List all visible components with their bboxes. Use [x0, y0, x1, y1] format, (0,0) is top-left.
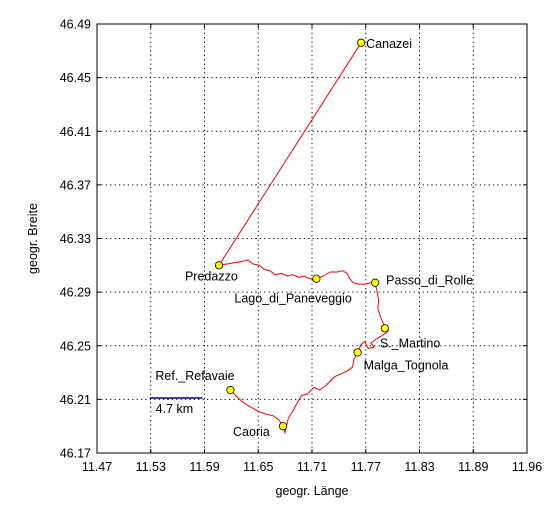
waypoint-label-canazei: Canazei: [366, 37, 412, 51]
waypoint-label-ref-refavaie: Ref._Refavaie: [155, 369, 234, 383]
y-axis-label: geogr. Breite: [26, 203, 40, 274]
waypoint-marker-lago-di-paneveggio: [312, 274, 321, 283]
waypoint-marker-caoria: [278, 422, 288, 431]
waypoint-label-passo-di-rolle: Passo_di_Rolle: [386, 274, 473, 288]
waypoint-marker-canazei: [357, 38, 366, 47]
y-tick-label: 46.25: [60, 339, 91, 353]
track: [218, 42, 389, 434]
y-tick-label: 46.41: [60, 125, 91, 139]
x-tick-label: 11.47: [82, 460, 112, 474]
x-tick-label: 11.77: [351, 460, 381, 474]
x-axis-label: geogr. Länge: [276, 484, 349, 498]
x-tick-label: 11.71: [297, 460, 327, 474]
x-tick-label: 11.59: [189, 460, 219, 474]
waypoint-marker-ref-refavaie: [226, 385, 235, 395]
waypoint-label-predazzo: Predazzo: [185, 269, 238, 283]
x-tick-label: 11.65: [243, 460, 273, 474]
y-tick-label: 46.49: [60, 18, 91, 32]
waypoint-marker-predazzo: [214, 261, 224, 270]
x-tick-label: 11.53: [136, 460, 166, 474]
x-tick-label: 11.89: [458, 460, 488, 474]
y-tick-label: 46.37: [60, 178, 91, 192]
y-tick-label: 46.29: [60, 286, 91, 300]
y-tick-label: 46.17: [60, 447, 91, 461]
waypoint-marker-s-martino: [380, 324, 389, 333]
x-tick-label: 11.83: [404, 460, 434, 474]
y-tick-label: 46.45: [60, 71, 91, 85]
waypoint-marker-passo-di-rolle: [371, 278, 380, 287]
waypoint-label-s-martino: S._Martino: [380, 336, 440, 350]
axis-ticks: 11.47 11.53 11.59 11.65 11.71 11.77 11.83 11.89…: [60, 18, 543, 475]
grid: [97, 24, 527, 453]
waypoint-label-caoria: Caoria: [233, 425, 270, 439]
waypoints: Canazei Predazzo Lago_di_Paneveggio Passo_d…: [155, 37, 473, 439]
waypoint-label-malga-tognola: Malga_Tognola: [364, 358, 449, 372]
waypoint-label-lago-di-paneveggio: Lago_di_Paneveggio: [234, 292, 352, 306]
waypoint-marker-malga-tognola: [353, 348, 362, 357]
scale-bar: 4.7 km: [149, 397, 203, 416]
track-line: [218, 42, 389, 434]
y-tick-label: 46.33: [60, 232, 91, 246]
y-tick-label: 46.21: [60, 393, 91, 407]
scale-bar-label: 4.7 km: [156, 402, 194, 416]
x-tick-label: 11.96: [512, 460, 542, 474]
